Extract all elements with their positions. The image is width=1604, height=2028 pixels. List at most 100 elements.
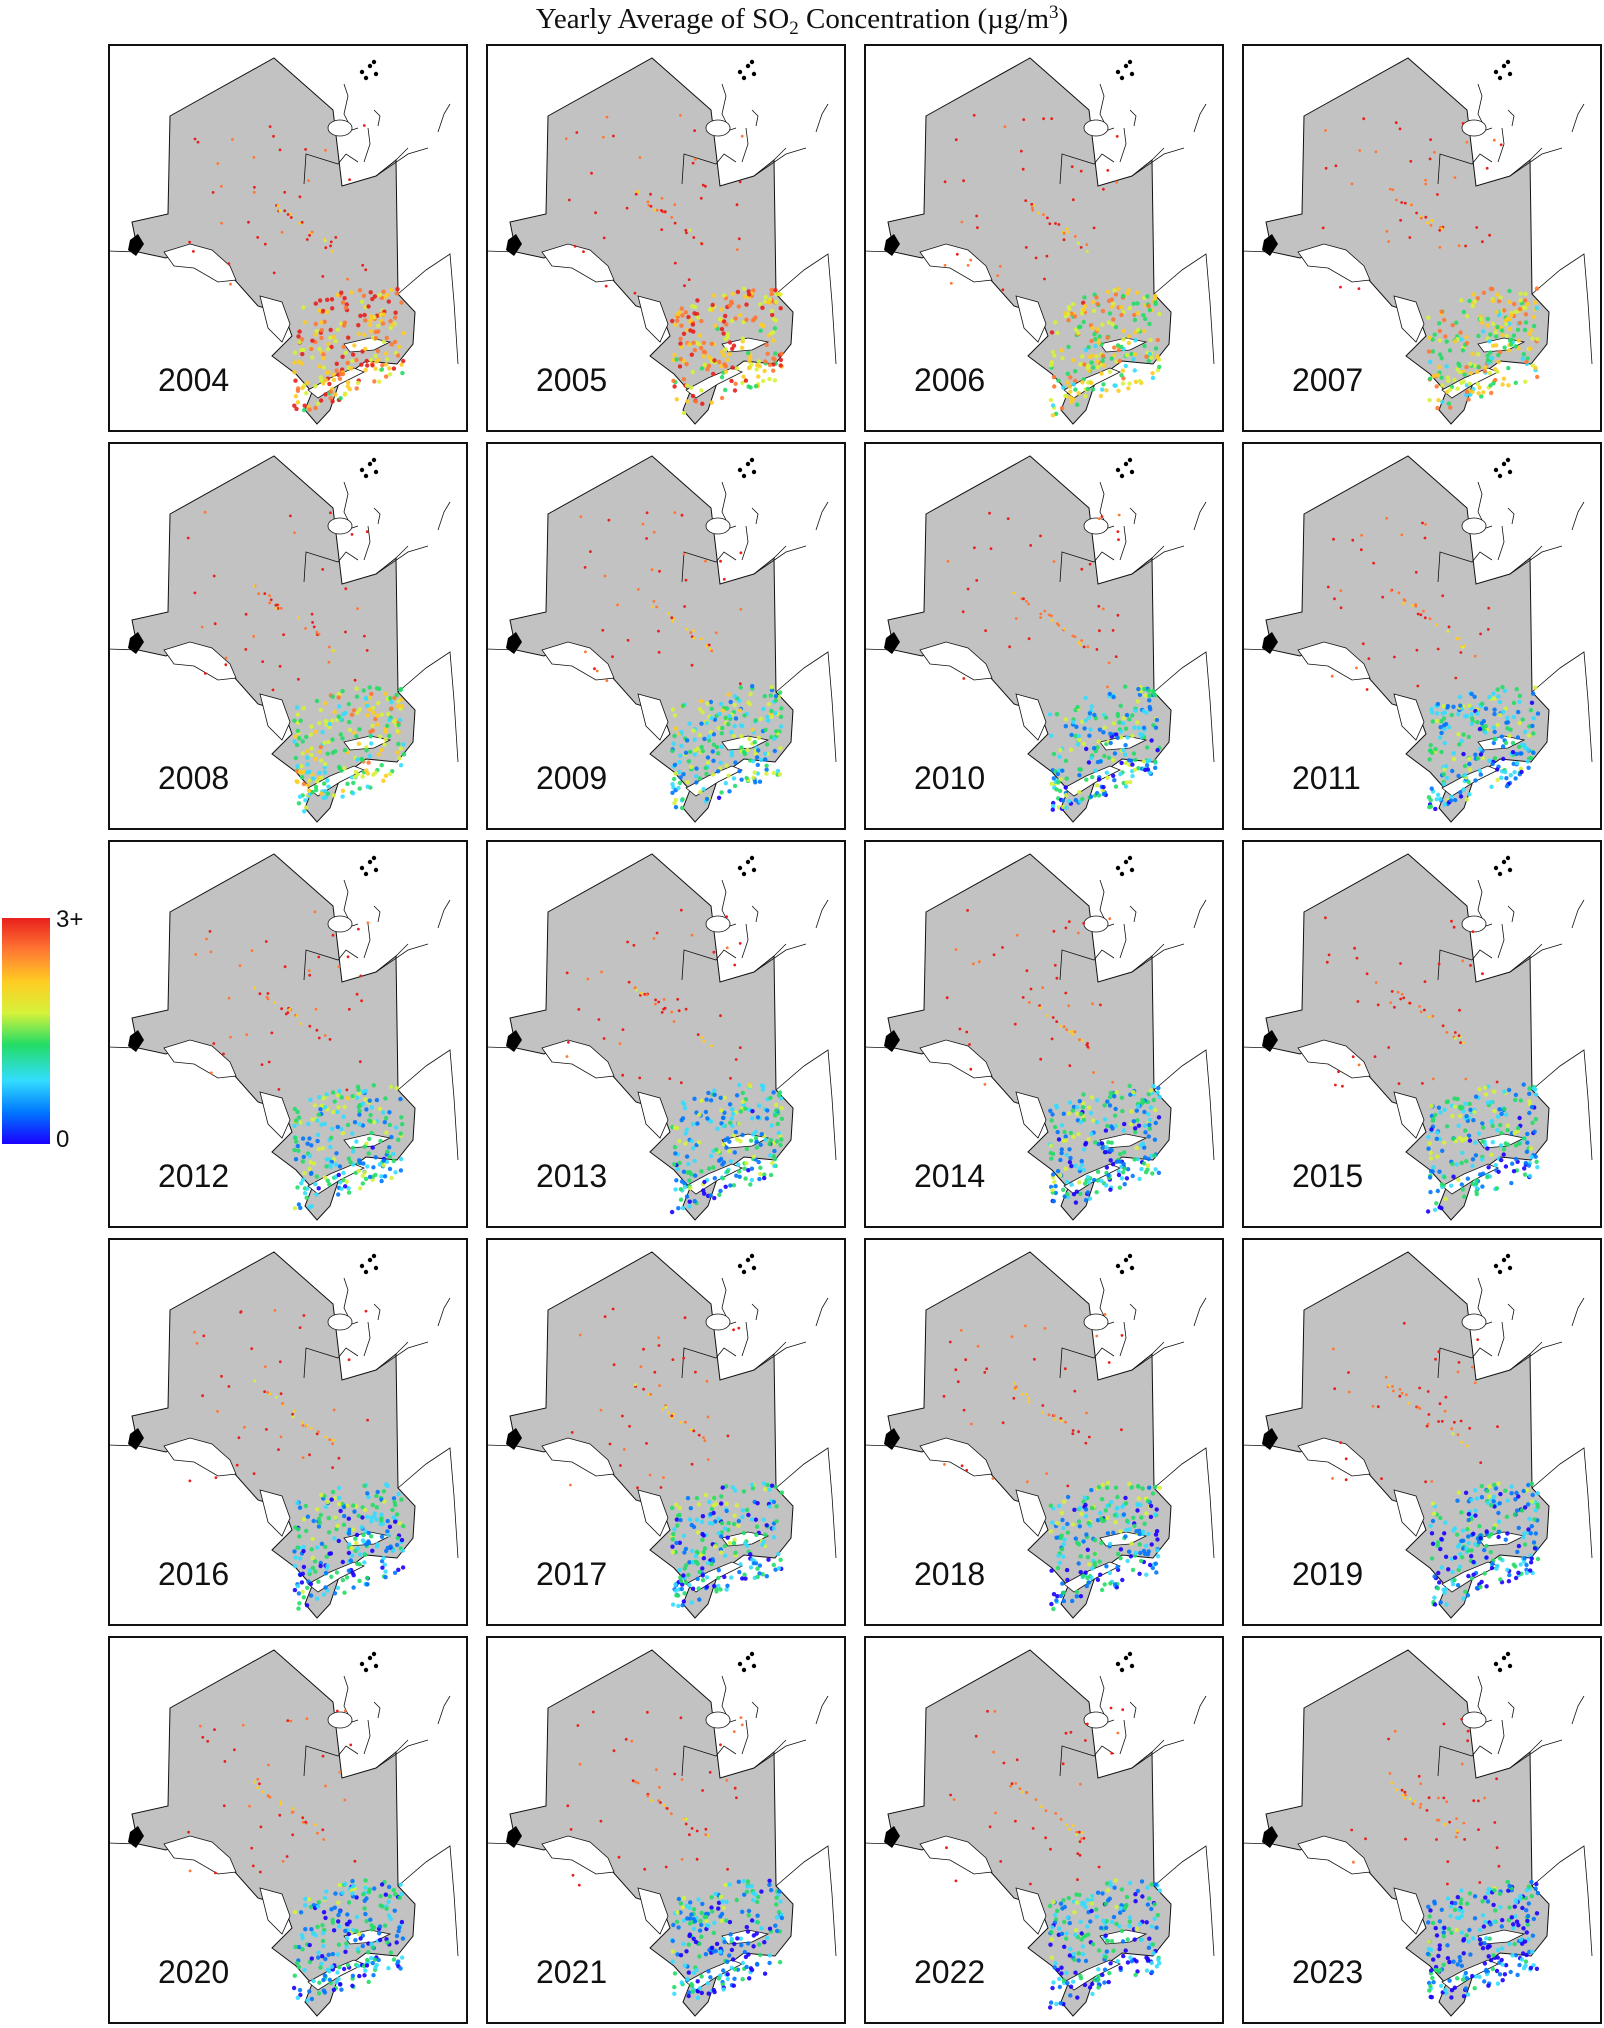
concentration-point bbox=[1428, 1189, 1433, 1195]
station-point bbox=[1453, 176, 1457, 180]
concentration-point bbox=[1092, 1560, 1097, 1566]
coastline bbox=[1507, 109, 1515, 127]
concentration-point bbox=[1442, 710, 1447, 715]
concentration-point bbox=[676, 1603, 681, 1609]
concentration-point bbox=[1531, 323, 1537, 329]
northern-island bbox=[741, 473, 747, 479]
concentration-point bbox=[367, 1136, 372, 1142]
concentration-point bbox=[1439, 1565, 1445, 1570]
concentration-point bbox=[326, 346, 331, 352]
station-point bbox=[1117, 513, 1121, 517]
concentration-point bbox=[738, 312, 743, 318]
concentration-point bbox=[334, 1151, 339, 1156]
station-point bbox=[729, 1076, 732, 1080]
station-point bbox=[365, 649, 369, 652]
border-line bbox=[108, 1842, 139, 1845]
concentration-point bbox=[1099, 1178, 1104, 1183]
concentration-point bbox=[1430, 349, 1436, 354]
station-point bbox=[1373, 1055, 1377, 1058]
concentration-point bbox=[350, 1927, 356, 1933]
concentration-point bbox=[346, 1156, 352, 1161]
concentration-point bbox=[757, 1176, 762, 1182]
northern-island bbox=[1505, 1253, 1511, 1259]
concentration-point bbox=[724, 1501, 729, 1506]
station-point bbox=[637, 588, 640, 591]
concentration-point bbox=[1105, 335, 1110, 340]
concentration-point bbox=[322, 701, 328, 706]
concentration-point bbox=[372, 379, 377, 384]
concentration-point bbox=[674, 1178, 679, 1183]
concentration-point bbox=[1495, 324, 1500, 330]
concentration-point bbox=[1074, 1594, 1079, 1599]
station-point bbox=[1053, 963, 1057, 967]
concentration-point bbox=[711, 1503, 717, 1508]
concentration-point bbox=[1118, 771, 1123, 777]
concentration-point bbox=[769, 1483, 775, 1488]
station-point bbox=[350, 533, 354, 536]
concentration-point bbox=[1533, 685, 1538, 690]
concentration-point bbox=[1141, 1161, 1147, 1166]
station-point bbox=[203, 510, 207, 514]
concentration-point bbox=[768, 1172, 774, 1178]
concentration-point bbox=[368, 329, 373, 334]
concentration-point bbox=[1081, 1092, 1086, 1097]
concentration-point bbox=[1470, 1163, 1475, 1169]
page-title: Yearly Average of SO2 Concentration (µg/… bbox=[535, 2, 1069, 39]
concentration-point bbox=[387, 1166, 393, 1172]
concentration-point bbox=[716, 1583, 721, 1589]
concentration-point bbox=[742, 1166, 747, 1171]
concentration-point bbox=[304, 391, 309, 396]
concentration-point bbox=[679, 743, 684, 749]
map-svg bbox=[486, 44, 846, 432]
concentration-point bbox=[676, 785, 681, 791]
concentration-point bbox=[387, 366, 392, 371]
station-point bbox=[1039, 1057, 1043, 1061]
station-point bbox=[1468, 1426, 1471, 1430]
map-panel: 2014 bbox=[864, 840, 1224, 1228]
station-point bbox=[1050, 619, 1054, 622]
lake-of-the-woods bbox=[884, 632, 900, 654]
northern-island bbox=[745, 859, 751, 865]
concentration-point bbox=[1471, 292, 1476, 297]
concentration-point bbox=[372, 294, 378, 299]
concentration-point bbox=[1439, 1205, 1444, 1211]
concentration-point bbox=[1482, 1571, 1487, 1576]
concentration-point bbox=[1086, 363, 1091, 368]
concentration-point bbox=[766, 718, 771, 723]
concentration-point bbox=[362, 1906, 367, 1911]
concentration-point bbox=[1087, 1105, 1092, 1110]
concentration-point bbox=[1441, 704, 1446, 709]
concentration-point bbox=[712, 358, 717, 363]
station-point bbox=[288, 1008, 292, 1011]
concentration-point bbox=[300, 1571, 305, 1576]
station-point bbox=[1388, 187, 1392, 191]
station-point bbox=[209, 1071, 213, 1075]
concentration-point bbox=[1119, 305, 1124, 310]
station-point bbox=[1339, 1441, 1343, 1444]
concentration-point bbox=[1513, 1156, 1519, 1162]
concentration-point bbox=[1474, 1585, 1480, 1591]
border-line bbox=[864, 250, 895, 253]
concentration-point bbox=[742, 713, 747, 718]
station-point bbox=[690, 663, 694, 667]
concentration-point bbox=[1057, 754, 1062, 759]
station-point bbox=[1471, 930, 1475, 933]
concentration-point bbox=[323, 1504, 329, 1510]
concentration-point bbox=[771, 1499, 777, 1505]
concentration-point bbox=[1437, 1580, 1442, 1585]
concentration-point bbox=[687, 721, 692, 726]
concentration-point bbox=[1098, 759, 1103, 764]
concentration-point bbox=[1151, 1083, 1156, 1089]
concentration-point bbox=[377, 379, 382, 384]
concentration-point bbox=[756, 735, 761, 740]
concentration-point bbox=[384, 335, 389, 341]
concentration-point bbox=[711, 293, 717, 298]
station-point bbox=[1073, 1389, 1077, 1393]
station-point bbox=[238, 964, 242, 967]
concentration-point bbox=[377, 1106, 383, 1111]
station-point bbox=[1106, 169, 1110, 172]
concentration-point bbox=[336, 1192, 341, 1197]
station-point bbox=[1078, 643, 1082, 646]
border-line bbox=[1531, 651, 1593, 763]
concentration-point bbox=[1485, 1174, 1490, 1180]
